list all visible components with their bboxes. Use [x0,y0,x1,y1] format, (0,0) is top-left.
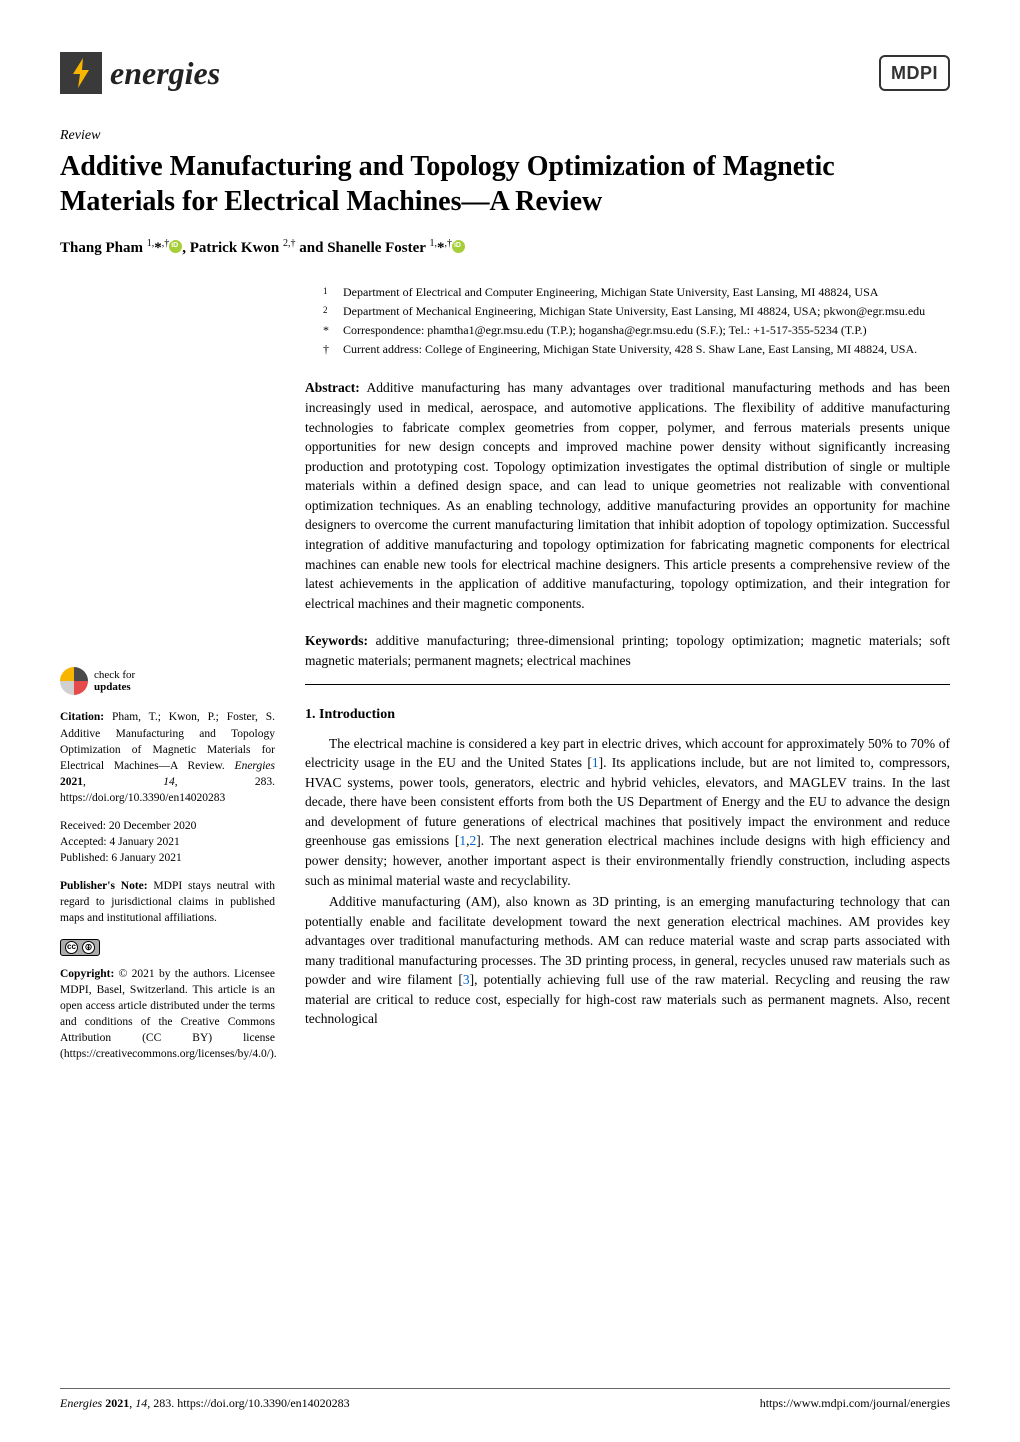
keywords: Keywords: additive manufacturing; three-… [305,631,950,670]
citation-block: Citation: Pham, T.; Kwon, P.; Foster, S.… [60,709,275,806]
publishers-note: Publisher's Note: MDPI stays neutral wit… [60,878,275,926]
main-column: 1Department of Electrical and Computer E… [305,283,950,1074]
check-updates-label: check for updates [94,669,135,693]
orcid-icon[interactable] [169,240,182,253]
divider [305,684,950,685]
page-header: energies MDPI [60,50,950,96]
citation-link[interactable]: 3 [463,972,470,987]
journal-name: energies [110,50,220,96]
copyright-block: Copyright: © 2021 by the authors. Licens… [60,966,275,1063]
section-heading: 1. Introduction [305,705,950,725]
check-updates-icon [60,667,88,695]
page-footer: Energies 2021, 14, 283. https://doi.org/… [60,1388,950,1412]
authors-line: Thang Pham 1,*,†, Patrick Kwon 2,† and S… [60,237,950,260]
footer-right[interactable]: https://www.mdpi.com/journal/energies [760,1395,950,1412]
journal-logo: energies [60,50,220,96]
sidebar: check for updates Citation: Pham, T.; Kw… [60,283,275,1074]
affiliations-block: 1Department of Electrical and Computer E… [305,283,950,358]
cc-license-badge[interactable]: cc🅯 [60,939,275,956]
check-for-updates-button[interactable]: check for updates [60,667,275,695]
article-title: Additive Manufacturing and Topology Opti… [60,149,950,219]
publisher-badge: MDPI [879,55,950,91]
history-block: Received: 20 December 2020 Accepted: 4 J… [60,818,275,866]
citation-link[interactable]: 1 [592,755,599,770]
article-type: Review [60,126,950,146]
orcid-icon[interactable] [452,240,465,253]
body-text: The electrical machine is considered a k… [305,734,950,1029]
bolt-icon [60,52,102,94]
abstract: Abstract: Additive manufacturing has man… [305,378,950,613]
footer-left: Energies 2021, 14, 283. https://doi.org/… [60,1395,350,1412]
